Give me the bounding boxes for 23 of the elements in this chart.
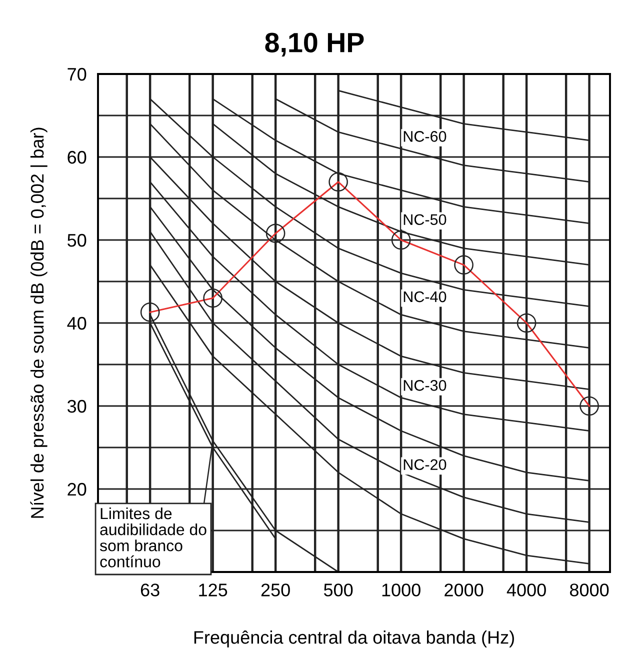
y-tick-label: 20 xyxy=(68,482,86,496)
annotation: NC-50 xyxy=(404,214,446,226)
x-tick-label: 250 xyxy=(261,584,290,596)
y-tick-label: 30 xyxy=(67,400,86,413)
x-tick-label: 125 xyxy=(199,584,228,596)
x-axis-title: Frequência central da oitava banda (Hz) xyxy=(194,630,514,648)
x-tick-label: 500 xyxy=(324,584,353,596)
y-tick-label: 40 xyxy=(67,316,86,330)
annotation: Limites de audibilidade do som branco contínuo xyxy=(100,507,206,568)
annotation: NC-40 xyxy=(404,291,446,302)
x-tick-label: 8000 xyxy=(570,584,609,596)
y-tick-label: 70 xyxy=(68,68,86,81)
x-tick-label: 63 xyxy=(140,584,160,596)
x-tick-label: 1000 xyxy=(382,584,420,596)
y-tick-label: 50 xyxy=(68,234,86,247)
chart-title: 8,10 HP xyxy=(265,32,364,56)
annotation: NC-60 xyxy=(404,131,446,142)
annotation: NC-20 xyxy=(404,459,446,470)
x-tick-label: 2000 xyxy=(444,584,484,596)
annotation: NC-30 xyxy=(404,380,446,391)
y-axis-title: Nível de pressão de soum dB (0dB = 0,002 | bar) xyxy=(30,128,48,518)
x-tick-label: 4000 xyxy=(506,584,546,596)
y-tick-label: 60 xyxy=(68,150,86,164)
